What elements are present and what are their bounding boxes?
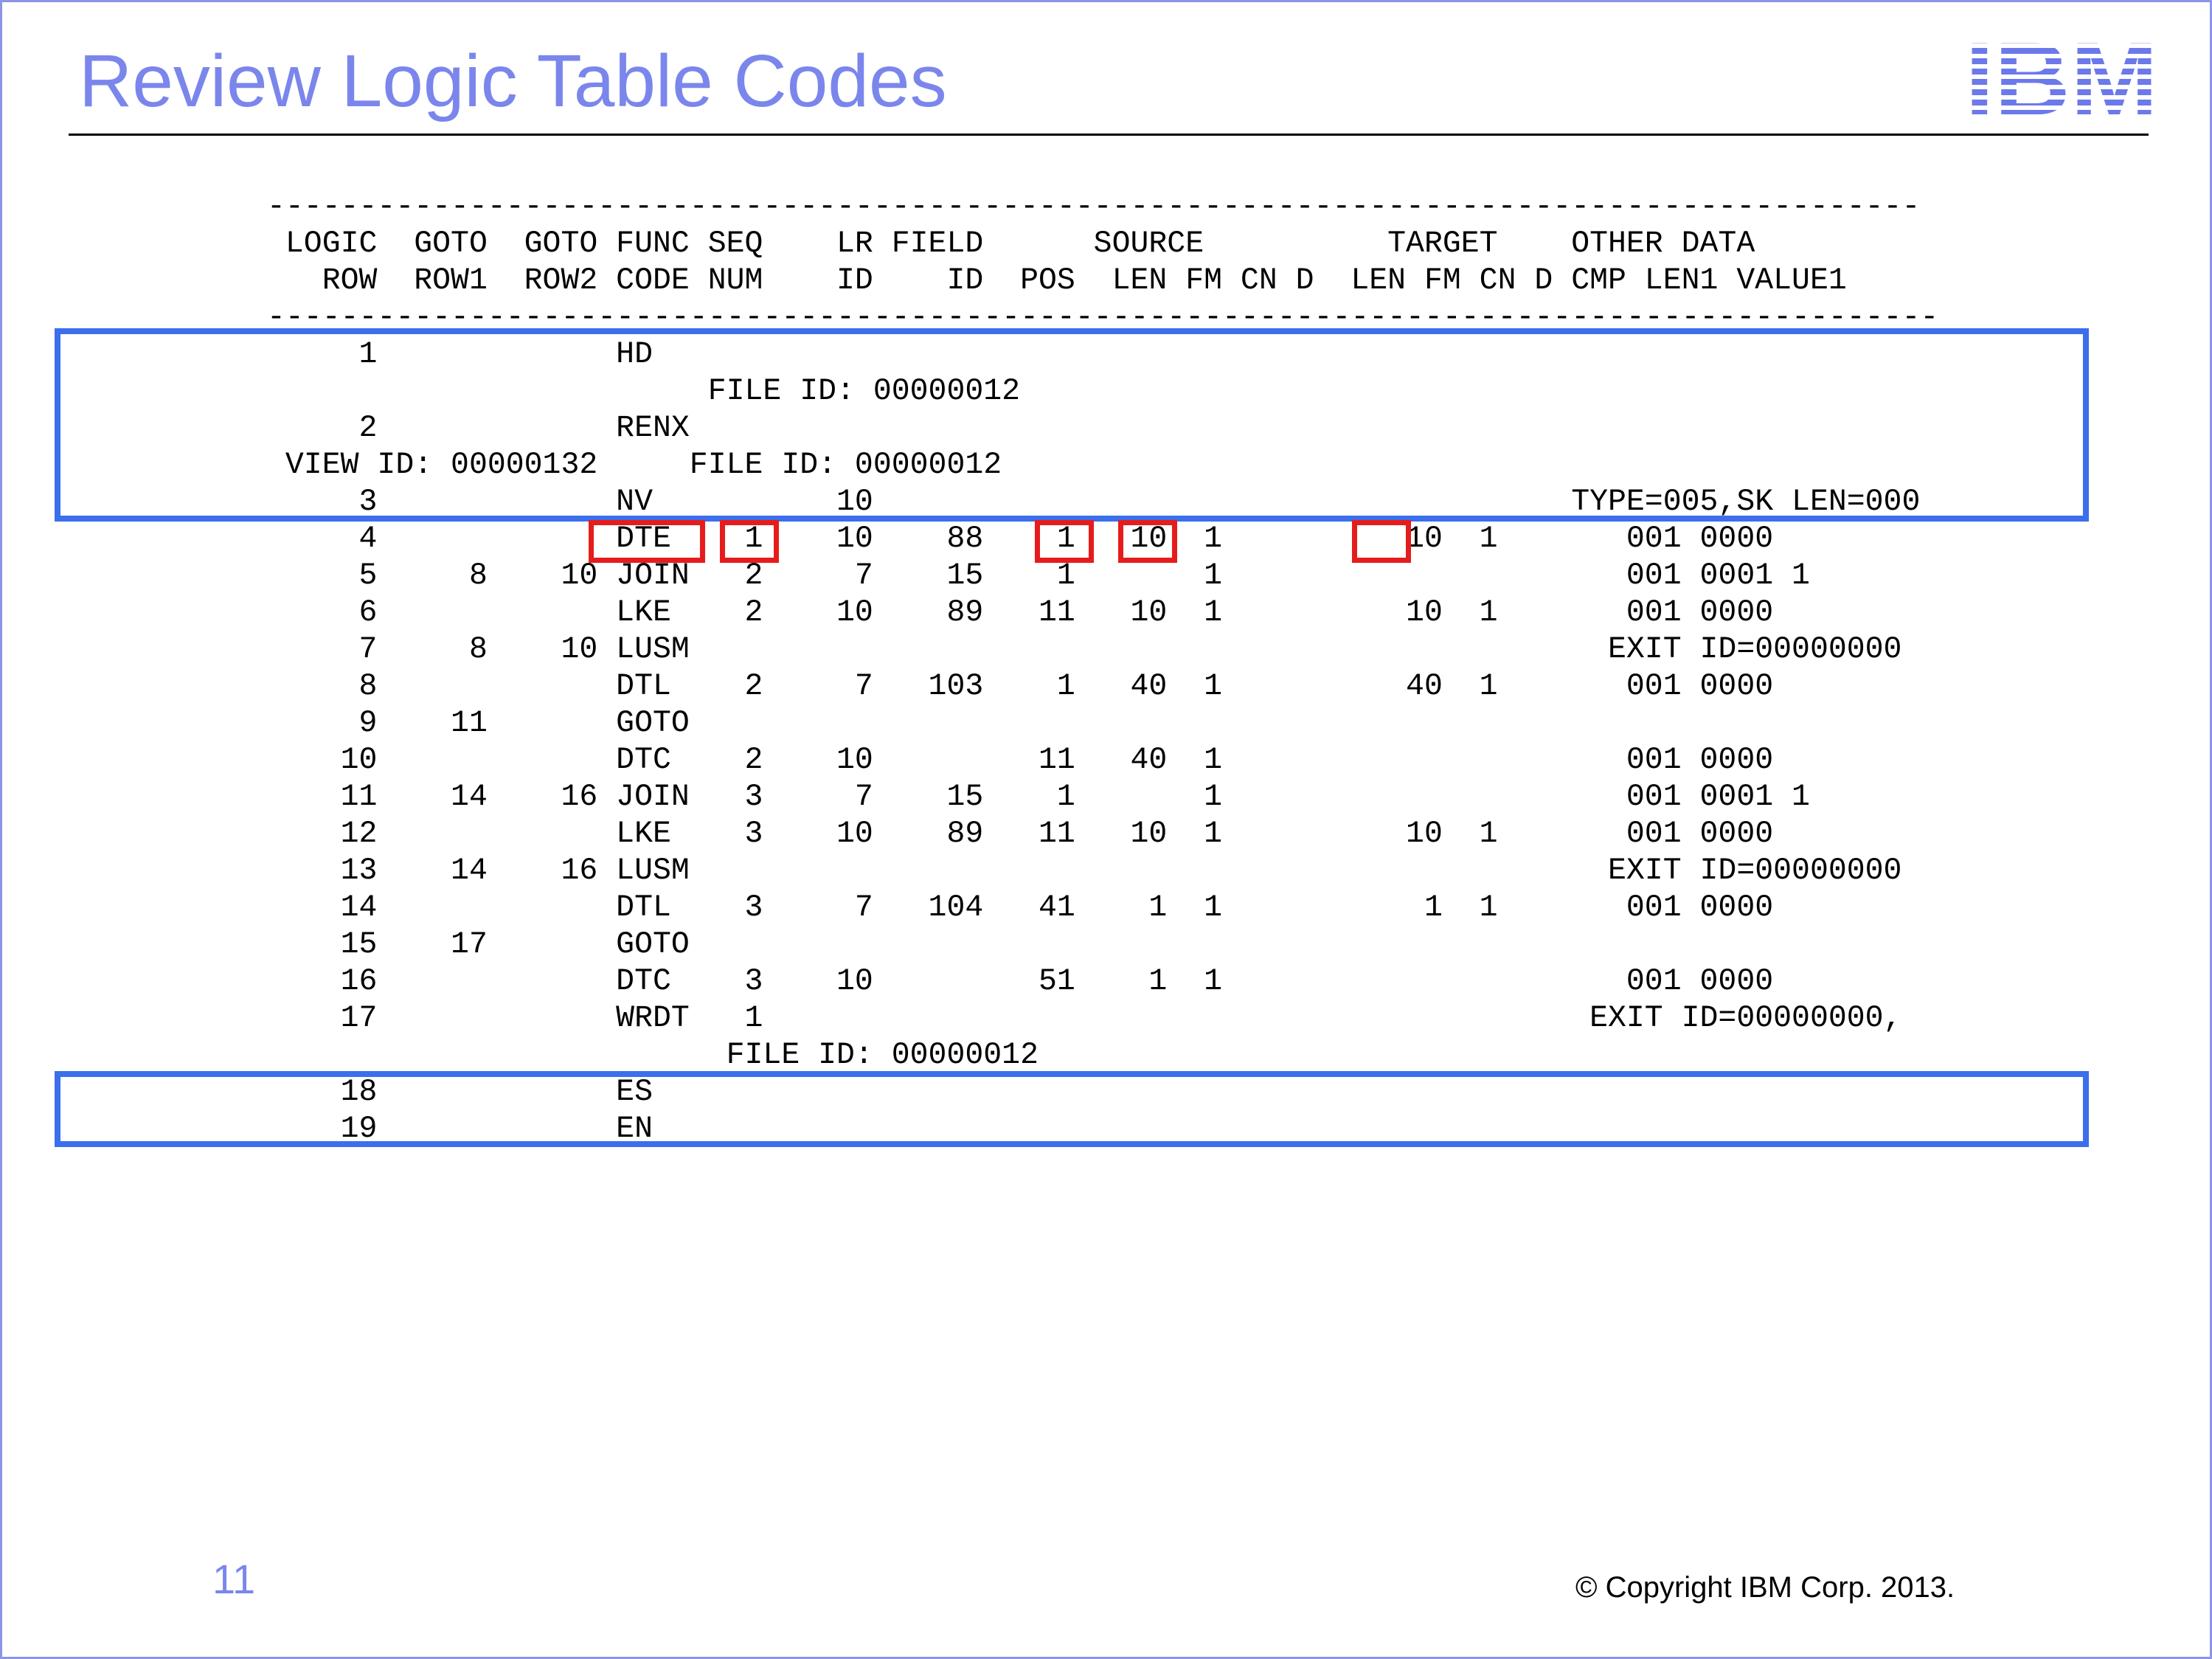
- logic-row: 18 ES: [267, 1075, 653, 1109]
- target-len-highlight-box: [1352, 520, 1411, 563]
- page-number: 11: [212, 1556, 256, 1602]
- logic-row: 7 8 10 LUSM EXIT ID=00000000: [267, 632, 1902, 667]
- copyright-notice: © Copyright IBM Corp. 2013.: [1575, 1571, 1955, 1604]
- logic-row-detail: FILE ID: 00000012: [267, 1038, 1039, 1073]
- ibm-logo: IBM: [1965, 38, 2158, 119]
- logic-row: 16 DTC 3 10 51 1 1 001 0000: [267, 964, 1774, 999]
- source-len-highlight-box: [1118, 520, 1177, 563]
- logic-row: 19 EN: [267, 1112, 653, 1146]
- logic-row: 2 RENX: [267, 411, 690, 446]
- logic-row: 17 WRDT 1 EXIT ID=00000000,: [267, 1001, 1902, 1036]
- title-divider: [69, 134, 2149, 136]
- logic-row: 15 17 GOTO: [267, 927, 690, 962]
- ibm-logo-text: IBM: [1965, 38, 2158, 119]
- logic-row: 6 LKE 2 10 89 11 10 1 10 1 001 0000: [267, 595, 1774, 630]
- func-code-dte-highlight-box: [589, 520, 705, 563]
- column-header-2: ROW ROW1 ROW2 CODE NUM ID ID POS LEN FM …: [267, 263, 1847, 298]
- logic-row: 13 14 16 LUSM EXIT ID=00000000: [267, 853, 1902, 888]
- logic-row: 5 8 10 JOIN 2 7 15 1 1 001 0001 1: [267, 558, 1810, 593]
- header-rows-highlight-box: [55, 328, 2089, 522]
- end-rows-highlight-box: [55, 1071, 2089, 1147]
- source-pos-highlight-box: [1035, 520, 1094, 563]
- logic-row: 1 HD: [267, 337, 653, 372]
- logic-row: 8 DTL 2 7 103 1 40 1 40 1 001 0000: [267, 669, 1774, 704]
- logic-row: 14 DTL 3 7 104 41 1 1 1 1 001 0000: [267, 890, 1774, 925]
- logic-row: 9 11 GOTO: [267, 706, 690, 741]
- logic-row-detail: VIEW ID: 00000132 FILE ID: 00000012: [267, 448, 1002, 482]
- column-header-1: LOGIC GOTO GOTO FUNC SEQ LR FIELD SOURCE…: [267, 226, 1755, 261]
- header-rule-top: ----------------------------------------…: [267, 190, 1921, 224]
- logic-row: 4 DTE 1 10 88 1 10 1 10 1 001 0000: [267, 522, 1774, 556]
- logic-row: 12 LKE 3 10 89 11 10 1 10 1 001 0000: [267, 817, 1774, 851]
- seq-num-highlight-box: [720, 520, 779, 563]
- logic-row-detail: FILE ID: 00000012: [267, 374, 1021, 409]
- logic-row: 11 14 16 JOIN 3 7 15 1 1 001 0001 1: [267, 780, 1810, 814]
- logic-row: 3 NV 10 TYPE=005,SK LEN=000: [267, 485, 1921, 519]
- logic-row: 10 DTC 2 10 11 40 1 001 0000: [267, 743, 1774, 777]
- slide-title: Review Logic Table Codes: [79, 40, 947, 122]
